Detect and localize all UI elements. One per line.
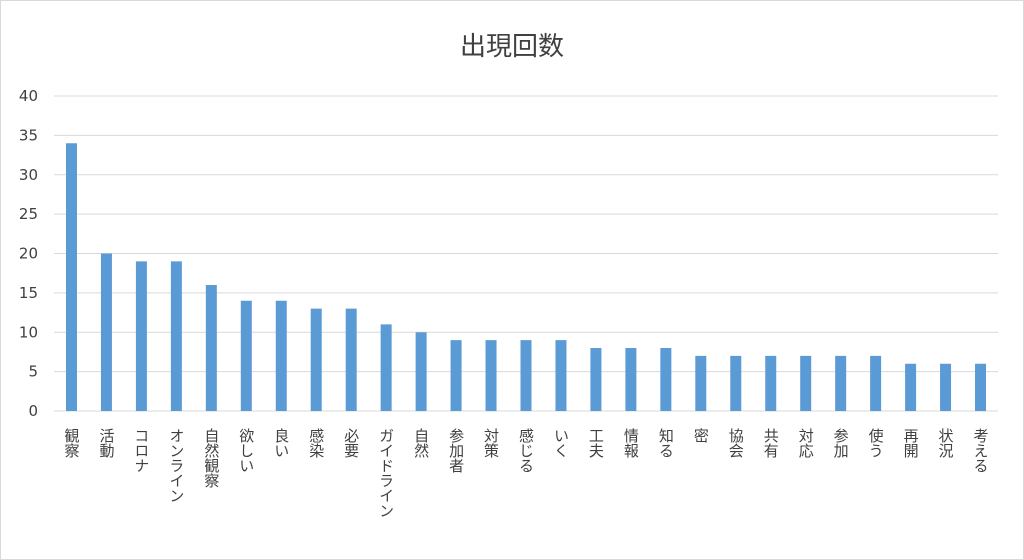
- bar: [450, 340, 462, 411]
- bar: [240, 300, 252, 411]
- x-tick-label: 対策: [482, 428, 500, 458]
- bar: [695, 355, 707, 411]
- x-tick-label: 参加者: [447, 428, 465, 473]
- bar: [135, 261, 147, 411]
- bar: [205, 285, 217, 411]
- x-tick-label: 感じる: [517, 428, 535, 473]
- x-tick-label: 対応: [797, 428, 815, 459]
- x-tick-label: コロナ: [132, 428, 150, 473]
- bar: [730, 355, 742, 411]
- bar: [520, 340, 532, 411]
- x-tick-label: 自然: [412, 428, 430, 458]
- y-tick-label: 10: [19, 323, 38, 341]
- x-tick-label: 活動: [97, 428, 115, 459]
- bar: [975, 363, 987, 411]
- x-tick-label: オンライン: [167, 428, 185, 503]
- bar: [905, 363, 917, 411]
- bar: [835, 355, 847, 411]
- x-tick-label: 良い: [272, 428, 290, 458]
- bar: [625, 348, 637, 411]
- bar: [415, 332, 427, 411]
- y-tick-label: 40: [19, 87, 38, 105]
- x-tick-label: 自然観察: [202, 428, 220, 488]
- bar: [170, 261, 182, 411]
- x-tick-label: 使う: [867, 428, 885, 458]
- x-tick-label: 再開: [902, 428, 920, 459]
- bar: [485, 340, 497, 411]
- bar: [555, 340, 567, 411]
- x-tick-label: 密: [692, 428, 710, 443]
- x-tick-label: いく: [552, 428, 570, 458]
- chart-title: 出現回数: [459, 32, 564, 62]
- x-tick-label: ガイドライン: [377, 428, 395, 518]
- x-tick-label: 考える: [972, 428, 990, 473]
- x-tick-label: 感染: [307, 428, 325, 458]
- x-tick-label: 情報: [622, 428, 640, 458]
- bar: [590, 348, 602, 411]
- x-tick-label: 欲しい: [237, 428, 255, 473]
- y-tick-label: 15: [19, 284, 38, 302]
- y-tick-label: 25: [19, 205, 38, 223]
- bar: [800, 355, 812, 411]
- bar: [660, 348, 672, 411]
- x-tick-label: 状況: [937, 428, 955, 459]
- bar: [940, 363, 952, 411]
- bar: [870, 355, 882, 411]
- bar: [380, 324, 392, 411]
- y-tick-label: 20: [19, 245, 38, 263]
- x-tick-label: 必要: [342, 428, 360, 459]
- y-tick-label: 30: [19, 166, 38, 184]
- x-tick-label: 参加: [832, 428, 850, 459]
- y-tick-label: 35: [19, 126, 38, 144]
- bar: [765, 355, 777, 411]
- y-tick-label: 5: [28, 363, 38, 381]
- bar: [345, 308, 357, 411]
- x-tick-label: 協会: [727, 428, 745, 458]
- bar: [65, 143, 77, 411]
- bar: [275, 300, 287, 411]
- bar: [100, 253, 112, 411]
- y-tick-label: 0: [28, 402, 38, 420]
- bar: [310, 308, 322, 411]
- x-tick-label: 共有: [762, 428, 780, 459]
- x-tick-label: 工夫: [587, 428, 605, 458]
- x-tick-label: 観察: [62, 428, 80, 458]
- x-tick-label: 知る: [657, 428, 675, 458]
